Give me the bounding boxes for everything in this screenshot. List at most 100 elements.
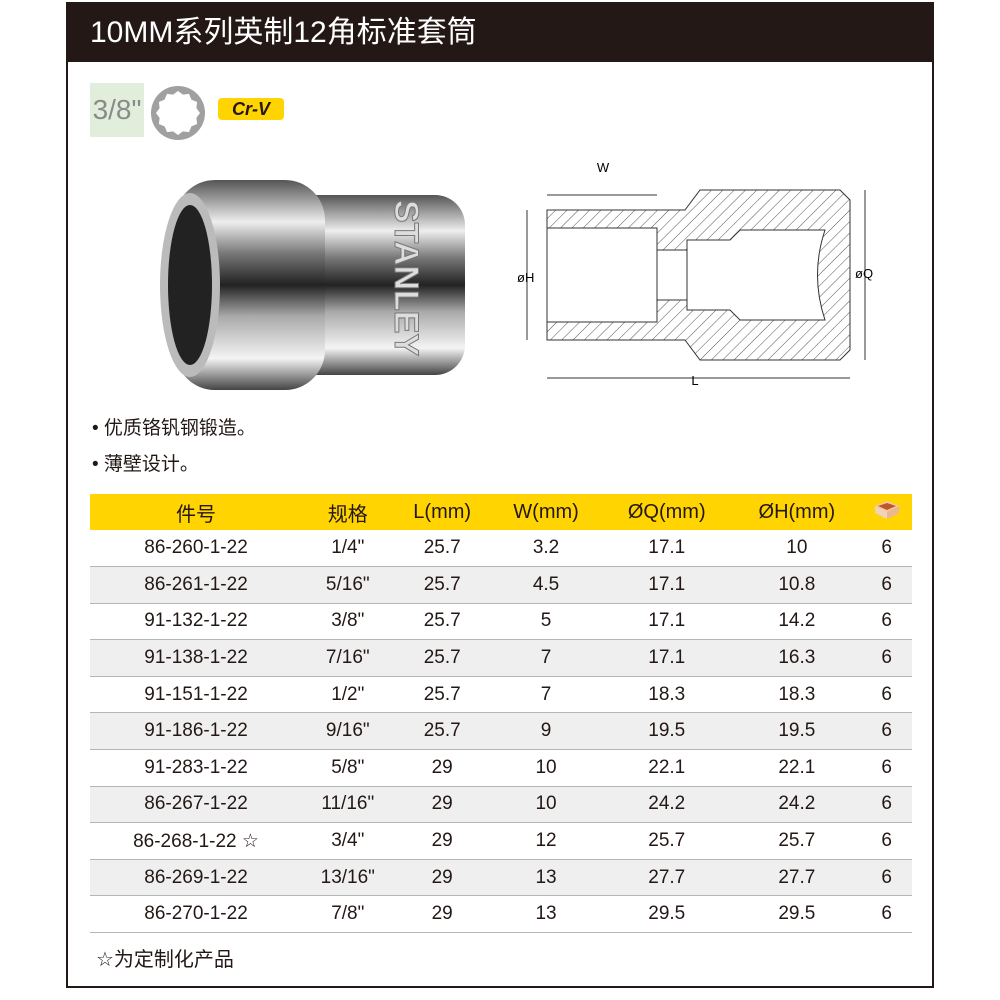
cell-part-no: 86-261-1-22: [90, 566, 303, 604]
cell-pack-qty: 6: [861, 603, 912, 641]
brand-engraving: STANLEY: [387, 200, 425, 356]
catalog-frame: 10MM系列英制12角标准套筒: [66, 2, 934, 988]
cell-width: 13: [490, 859, 602, 897]
twelve-point-icon: [151, 86, 205, 140]
cell-part-no: 91-132-1-22: [90, 603, 303, 641]
cell-width: 5: [490, 603, 602, 641]
table-row: 86-268-1-22 ☆ 3/4" 29 12 25.7 25.7 6: [90, 822, 912, 860]
cell-part-no: 86-268-1-22 ☆: [90, 822, 303, 860]
cell-pack-qty: 6: [861, 530, 912, 568]
col-size: 规格: [302, 494, 394, 530]
table-row: 86-267-1-22 11/16" 29 10 24.2 24.2 6: [90, 786, 912, 824]
table-row: 86-270-1-22 7/8" 29 13 29.5 29.5 6: [90, 895, 912, 934]
cell-inner-diameter: 16.3: [732, 639, 862, 677]
cell-outer-diameter: 19.5: [601, 712, 733, 751]
socket-dimension-diagram: W øH øQ L: [517, 160, 873, 388]
cell-length: 29: [393, 895, 491, 934]
cell-size: 7/16": [302, 639, 394, 677]
cell-inner-diameter: 29.5: [732, 895, 862, 934]
cell-width: 7: [490, 639, 602, 677]
cell-length: 29: [393, 822, 491, 860]
cell-length: 25.7: [393, 712, 491, 751]
cell-inner-diameter: 19.5: [732, 712, 862, 751]
cell-inner-diameter: 14.2: [732, 603, 862, 641]
cell-width: 4.5: [490, 566, 602, 604]
cell-width: 7: [490, 676, 602, 714]
length-label: L: [691, 373, 698, 388]
feature-item: • 薄壁设计。: [92, 454, 199, 475]
table-header: 件号 规格 L(mm) W(mm) ØQ(mm) ØH(mm): [90, 494, 912, 530]
table-row: 91-186-1-22 9/16" 25.7 9 19.5 19.5 6: [90, 712, 912, 751]
cell-outer-diameter: 17.1: [601, 566, 733, 604]
outer-diameter-label: øQ: [855, 266, 873, 281]
col-h: ØH(mm): [732, 494, 862, 530]
cell-size: 3/8": [302, 603, 394, 641]
drive-size-label: 3/8": [90, 83, 144, 137]
cell-pack-qty: 6: [861, 895, 912, 934]
cell-part-no: 86-267-1-22: [90, 786, 303, 824]
table-row: 91-151-1-22 1/2" 25.7 7 18.3 18.3 6: [90, 676, 912, 714]
cell-outer-diameter: 17.1: [601, 603, 733, 641]
cell-pack-qty: 6: [861, 859, 912, 897]
material-badge: Cr-V: [218, 98, 284, 120]
cell-outer-diameter: 17.1: [601, 639, 733, 677]
cell-size: 5/8": [302, 749, 394, 787]
cell-size: 1/2": [302, 676, 394, 714]
cell-size: 3/4": [302, 822, 394, 860]
cell-part-no: 91-138-1-22: [90, 639, 303, 677]
page-title: 10MM系列英制12角标准套筒: [68, 4, 932, 62]
col-part-no: 件号: [90, 494, 303, 530]
table-row: 91-283-1-22 5/8" 29 10 22.1 22.1 6: [90, 749, 912, 787]
cell-length: 29: [393, 749, 491, 787]
cell-part-no: 91-186-1-22: [90, 712, 303, 751]
cell-width: 12: [490, 822, 602, 860]
cell-length: 25.7: [393, 603, 491, 641]
cell-part-no: 91-283-1-22: [90, 749, 303, 787]
cell-length: 25.7: [393, 639, 491, 677]
cell-width: 13: [490, 895, 602, 934]
box-icon: [874, 501, 899, 519]
cell-size: 1/4": [302, 530, 394, 568]
cell-size: 7/8": [302, 895, 394, 934]
cell-width: 9: [490, 712, 602, 751]
cell-size: 5/16": [302, 566, 394, 604]
table-row: 91-138-1-22 7/16" 25.7 7 17.1 16.3 6: [90, 639, 912, 677]
cell-size: 9/16": [302, 712, 394, 751]
cell-part-no: 86-269-1-22: [90, 859, 303, 897]
cell-part-no: 86-270-1-22: [90, 895, 303, 934]
cell-length: 29: [393, 859, 491, 897]
cell-inner-diameter: 10: [732, 530, 862, 568]
cell-pack-qty: 6: [861, 712, 912, 751]
cell-outer-diameter: 25.7: [601, 822, 733, 860]
cell-length: 25.7: [393, 676, 491, 714]
cell-outer-diameter: 18.3: [601, 676, 733, 714]
cell-inner-diameter: 22.1: [732, 749, 862, 787]
feature-item: • 优质铬钒钢锻造。: [92, 418, 256, 439]
col-l: L(mm): [393, 494, 491, 530]
cell-width: 10: [490, 749, 602, 787]
socket-photo: STANLEY: [160, 180, 465, 390]
inner-diameter-label: øH: [517, 270, 534, 285]
cell-outer-diameter: 29.5: [601, 895, 733, 934]
table-row: 86-261-1-22 5/16" 25.7 4.5 17.1 10.8 6: [90, 566, 912, 604]
width-label: W: [597, 160, 610, 175]
cell-length: 25.7: [393, 566, 491, 604]
cell-outer-diameter: 22.1: [601, 749, 733, 787]
table-row: 91-132-1-22 3/8" 25.7 5 17.1 14.2 6: [90, 603, 912, 641]
cell-pack-qty: 6: [861, 566, 912, 604]
table-row: 86-260-1-22 1/4" 25.7 3.2 17.1 10 6: [90, 530, 912, 568]
cell-width: 3.2: [490, 530, 602, 568]
custom-note: ☆为定制化产品: [96, 949, 234, 971]
cell-pack-qty: 6: [861, 786, 912, 824]
col-pack: [861, 494, 912, 530]
cell-pack-qty: 6: [861, 639, 912, 677]
cell-inner-diameter: 27.7: [732, 859, 862, 897]
cell-pack-qty: 6: [861, 676, 912, 714]
cell-inner-diameter: 24.2: [732, 786, 862, 824]
cell-outer-diameter: 17.1: [601, 530, 733, 568]
cell-width: 10: [490, 786, 602, 824]
cell-outer-diameter: 24.2: [601, 786, 733, 824]
table-row: 86-269-1-22 13/16" 29 13 27.7 27.7 6: [90, 859, 912, 897]
cell-inner-diameter: 18.3: [732, 676, 862, 714]
cell-length: 25.7: [393, 530, 491, 568]
